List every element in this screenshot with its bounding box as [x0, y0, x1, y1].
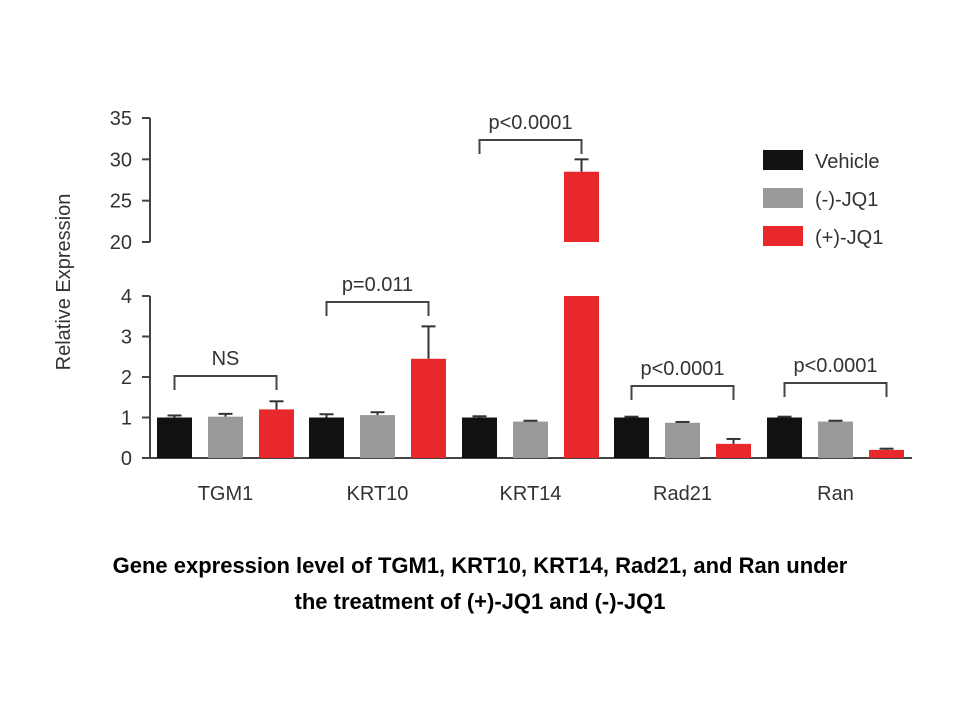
bar	[564, 171, 599, 242]
significance-label: p=0.011	[342, 274, 413, 296]
x-tick-label: KRT14	[500, 483, 562, 505]
figure-caption: Gene expression level of TGM1, KRT10, KR…	[0, 548, 960, 620]
bar	[818, 421, 853, 458]
legend-swatch	[763, 188, 803, 208]
bar	[360, 415, 395, 458]
y-tick-label: 0	[121, 448, 132, 470]
legend-swatch	[763, 150, 803, 170]
bar	[564, 296, 599, 458]
bar	[767, 417, 802, 458]
bar	[513, 421, 548, 458]
significance-bracket	[173, 375, 278, 390]
x-tick-label: KRT10	[347, 483, 409, 505]
y-tick-label: 20	[110, 232, 132, 254]
bar	[157, 417, 192, 458]
bar-chart: Relative Expression 0 1 2 3 4 20 25 30 35 NS p=0.…	[53, 108, 912, 505]
bar	[614, 417, 649, 458]
significance-label: p<0.0001	[641, 358, 725, 380]
y-tick-label: 1	[121, 408, 132, 430]
y-tick-label: 35	[110, 108, 132, 130]
bar	[462, 417, 497, 458]
bar	[259, 409, 294, 458]
significance-bracket	[325, 301, 430, 316]
y-tick-label: 4	[121, 286, 132, 308]
y-tick-label: 30	[110, 149, 132, 171]
bar	[869, 449, 904, 458]
significance-label: NS	[212, 348, 240, 370]
bar	[309, 417, 344, 458]
caption-line-1: Gene expression level of TGM1, KRT10, KR…	[112, 553, 848, 578]
bar	[665, 422, 700, 458]
x-tick-label: Ran	[817, 483, 854, 505]
significance-bracket	[478, 139, 583, 154]
legend-label: Vehicle	[815, 151, 880, 173]
significance-label: p<0.0001	[489, 112, 573, 134]
bar	[208, 416, 243, 458]
legend-label: (+)-JQ1	[815, 227, 883, 249]
caption-line-2: the treatment of (+)-JQ1 and (-)-JQ1	[294, 589, 666, 614]
legend-label: (-)-JQ1	[815, 189, 878, 211]
y-axis-label: Relative Expression	[53, 194, 75, 371]
legend-swatch	[763, 226, 803, 246]
significance-bracket	[630, 385, 735, 400]
y-tick-label: 25	[110, 191, 132, 213]
y-tick-label: 2	[121, 367, 132, 389]
x-tick-label: Rad21	[653, 483, 712, 505]
bar	[411, 358, 446, 458]
x-tick-label: TGM1	[198, 483, 254, 505]
y-tick-label: 3	[121, 327, 132, 349]
significance-bracket	[783, 382, 888, 397]
bar	[716, 443, 751, 458]
significance-label: p<0.0001	[794, 355, 878, 377]
